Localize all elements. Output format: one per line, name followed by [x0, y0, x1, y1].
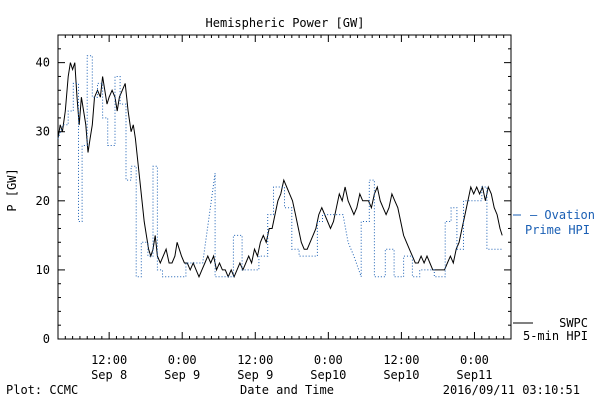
x-tick-time-label: 12:00	[91, 353, 127, 367]
series-group	[57, 55, 503, 279]
y-tick-label: 0	[43, 332, 50, 346]
x-tick-time-label: 0:00	[460, 353, 489, 367]
x-tick-date-label: Sep 8	[91, 368, 127, 382]
y-axis-label: P [GW]	[5, 168, 19, 211]
x-tick-time-label: 0:00	[314, 353, 343, 367]
chart-title: Hemispheric Power [GW]	[206, 16, 365, 30]
legend-ovation-label-2: Prime HPI	[525, 223, 590, 237]
x-tick-time-label: 12:00	[383, 353, 419, 367]
series-swpc-line	[57, 62, 503, 279]
legend-swpc-label: SWPC	[559, 316, 588, 330]
x-tick-date-label: Sep10	[310, 368, 346, 382]
y-tick-label: 20	[36, 194, 50, 208]
y-tick-label: 40	[36, 56, 50, 70]
x-axis-label: Date and Time	[240, 383, 334, 397]
legend-swpc-label-2: 5-min HPI	[523, 329, 588, 343]
x-tick-date-label: Sep 9	[164, 368, 200, 382]
series-ovation-line	[57, 55, 503, 278]
plot-frame	[57, 34, 512, 340]
plot-timestamp: 2016/09/11 03:10:51	[443, 383, 580, 397]
x-tick-date-label: Sep10	[383, 368, 419, 382]
y-tick-label: 10	[36, 263, 50, 277]
x-tick-time-label: 0:00	[168, 353, 197, 367]
legend-ovation-label: – Ovation	[530, 208, 595, 222]
plot-credit: Plot: CCMC	[6, 383, 78, 397]
x-tick-time-label: 12:00	[237, 353, 273, 367]
y-axis: 0 10 20 30 40	[36, 34, 511, 346]
x-tick-date-label: Sep 9	[237, 368, 273, 382]
y-tick-label: 30	[36, 125, 50, 139]
x-tick-date-label: Sep11	[456, 368, 492, 382]
